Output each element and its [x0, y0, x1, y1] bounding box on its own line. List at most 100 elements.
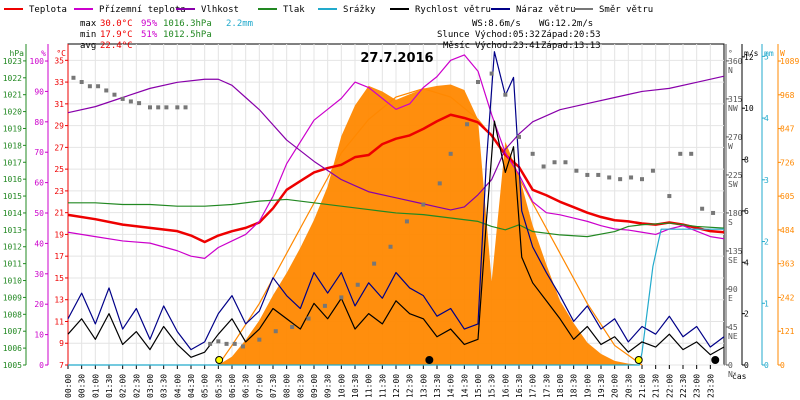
axis-tick-label-wind: 6: [744, 207, 749, 216]
axis-tick-label-temperature: 19: [54, 230, 64, 239]
x-tick-label: 16:30: [515, 374, 524, 398]
axis-tick-label-direction: 225: [728, 171, 743, 180]
stat-avg-label: avg: [80, 41, 96, 51]
moon-moonset-marker: [425, 356, 434, 364]
wind-direction-point: [232, 341, 237, 346]
axis-tick-label-pressure: 1020: [3, 108, 22, 117]
axis-tick-label-pressure: 1018: [3, 141, 22, 150]
x-tick-label: 17:00: [529, 374, 538, 398]
sun-sunset-marker: [634, 356, 643, 364]
axis-tick-label-pressure: 1008: [3, 310, 22, 319]
wind-direction-point: [476, 80, 480, 85]
wind-direction-point: [552, 160, 557, 165]
axis-tick-label-pressure: 1014: [3, 209, 22, 218]
axis-tick-label-humidity: 50: [34, 209, 44, 218]
axis-unit-humidity: %: [41, 49, 46, 58]
wind-direction-point: [640, 177, 644, 182]
axis-tick-label-wind: 4: [744, 258, 749, 267]
axis-tick-label-direction: 315: [728, 95, 743, 104]
x-tick-label: 15:00: [474, 374, 483, 398]
stat-max-hum: 95%: [141, 19, 158, 29]
x-tick-label: 14:00: [447, 374, 456, 398]
wind-direction-point: [421, 202, 426, 207]
axis-tick-label-pressure: 1011: [3, 260, 22, 269]
wind-direction-point: [503, 92, 508, 97]
wind-direction-point: [689, 151, 694, 156]
axis-tick-label-solar: 968: [780, 91, 795, 100]
stat-rain-total: 2.2mm: [226, 19, 253, 29]
moon-moonrise-marker: [711, 356, 720, 364]
legend-label: Rychlost větru: [415, 5, 491, 15]
x-tick-label: 19:00: [583, 374, 592, 398]
x-tick-label: 00:30: [78, 374, 87, 398]
wind-direction-point: [257, 337, 262, 342]
axis-tick-label-solar: 363: [780, 260, 795, 269]
wind-direction-point: [79, 80, 84, 85]
axis-tick-label-temperature: 27: [54, 143, 64, 152]
axis-unit-pressure: hPa: [10, 49, 25, 58]
axis-unit-temperature: °C: [56, 49, 66, 58]
axes: 00:00 00:30 01:00 01:30 02:00 02:30 03:00 03:30…: [3, 44, 799, 398]
axis-tick-dir-direction: N: [728, 370, 733, 379]
axis-tick-label-pressure: 1010: [3, 277, 22, 286]
axis-tick-label-solar: 242: [780, 293, 795, 302]
x-tick-label: 05:30: [214, 374, 223, 398]
axis-tick-label-pressure: 1023: [3, 57, 22, 66]
x-tick-label: 21:30: [652, 374, 661, 398]
x-tick-label: 01:00: [91, 374, 100, 398]
x-tick-label: 17:30: [542, 374, 551, 398]
x-tick-label: 05:00: [201, 374, 210, 398]
axis-tick-label-humidity: 10: [34, 331, 44, 340]
axis-tick-label-humidity: 40: [34, 239, 44, 248]
wind-direction-point: [120, 96, 125, 101]
wind-direction-point: [87, 84, 92, 89]
axis-unit-direction: °: [728, 49, 733, 58]
x-tick-label: 14:30: [460, 374, 469, 398]
x-tick-label: 07:30: [269, 374, 278, 398]
wind-direction-point: [517, 134, 521, 139]
wind-direction-point: [216, 339, 221, 344]
x-tick-label: 07:00: [255, 374, 264, 398]
axis-tick-label-rain: 0: [764, 361, 769, 370]
axis-tick-label-wind: 8: [744, 156, 749, 165]
stat-slunce-zapad: Západ:20:53: [541, 30, 601, 40]
axis-unit-rain: mm: [764, 49, 774, 58]
x-tick-label: 20:30: [624, 374, 633, 398]
solar-radiation-area: [218, 84, 643, 366]
axis-tick-label-temperature: 21: [54, 209, 64, 218]
wind-direction-point: [128, 99, 133, 104]
wind-direction-point: [290, 324, 295, 329]
axis-tick-label-direction: 270: [728, 133, 743, 142]
axis-tick-label-humidity: 0: [39, 361, 44, 370]
axis-tick-label-wind: 10: [744, 104, 754, 113]
x-tick-label: 15:30: [488, 374, 497, 398]
sun-sunrise-marker: [215, 356, 224, 364]
wind-direction-point: [585, 172, 590, 177]
legend-label: Směr větru: [599, 5, 653, 15]
axis-tick-label-solar: 484: [780, 226, 795, 235]
axis-tick-label-solar: 121: [780, 327, 795, 336]
series-line-1: [67, 54, 725, 259]
stat-min-label: min: [80, 30, 96, 40]
wind-direction-point: [489, 71, 494, 76]
axis-tick-label-solar: 605: [780, 192, 795, 201]
wind-direction-point: [541, 164, 546, 169]
stat-min-press: 1012.5hPa: [163, 30, 212, 40]
axis-tick-label-solar: 0: [780, 361, 785, 370]
x-tick-label: 03:30: [160, 374, 169, 398]
wind-direction-point: [96, 84, 101, 89]
axis-tick-label-direction: 0: [728, 361, 733, 370]
axis-tick-label-humidity: 20: [34, 300, 44, 309]
axis-tick-label-pressure: 1009: [3, 293, 22, 302]
series-line-0: [67, 113, 725, 244]
x-tick-label: 21:00: [638, 374, 647, 398]
wind-direction-point: [355, 282, 360, 287]
axis-tick-dir-direction: NE: [728, 332, 738, 341]
wind-direction-point: [596, 172, 601, 177]
x-tick-label: 08:00: [283, 374, 292, 398]
legend-label: Teplota: [29, 5, 67, 15]
axis-tick-dir-direction: NW: [728, 104, 738, 113]
legend-label: Tlak: [283, 5, 305, 15]
series-layer: [67, 51, 725, 366]
axis-tick-label-humidity: 70: [34, 148, 44, 157]
